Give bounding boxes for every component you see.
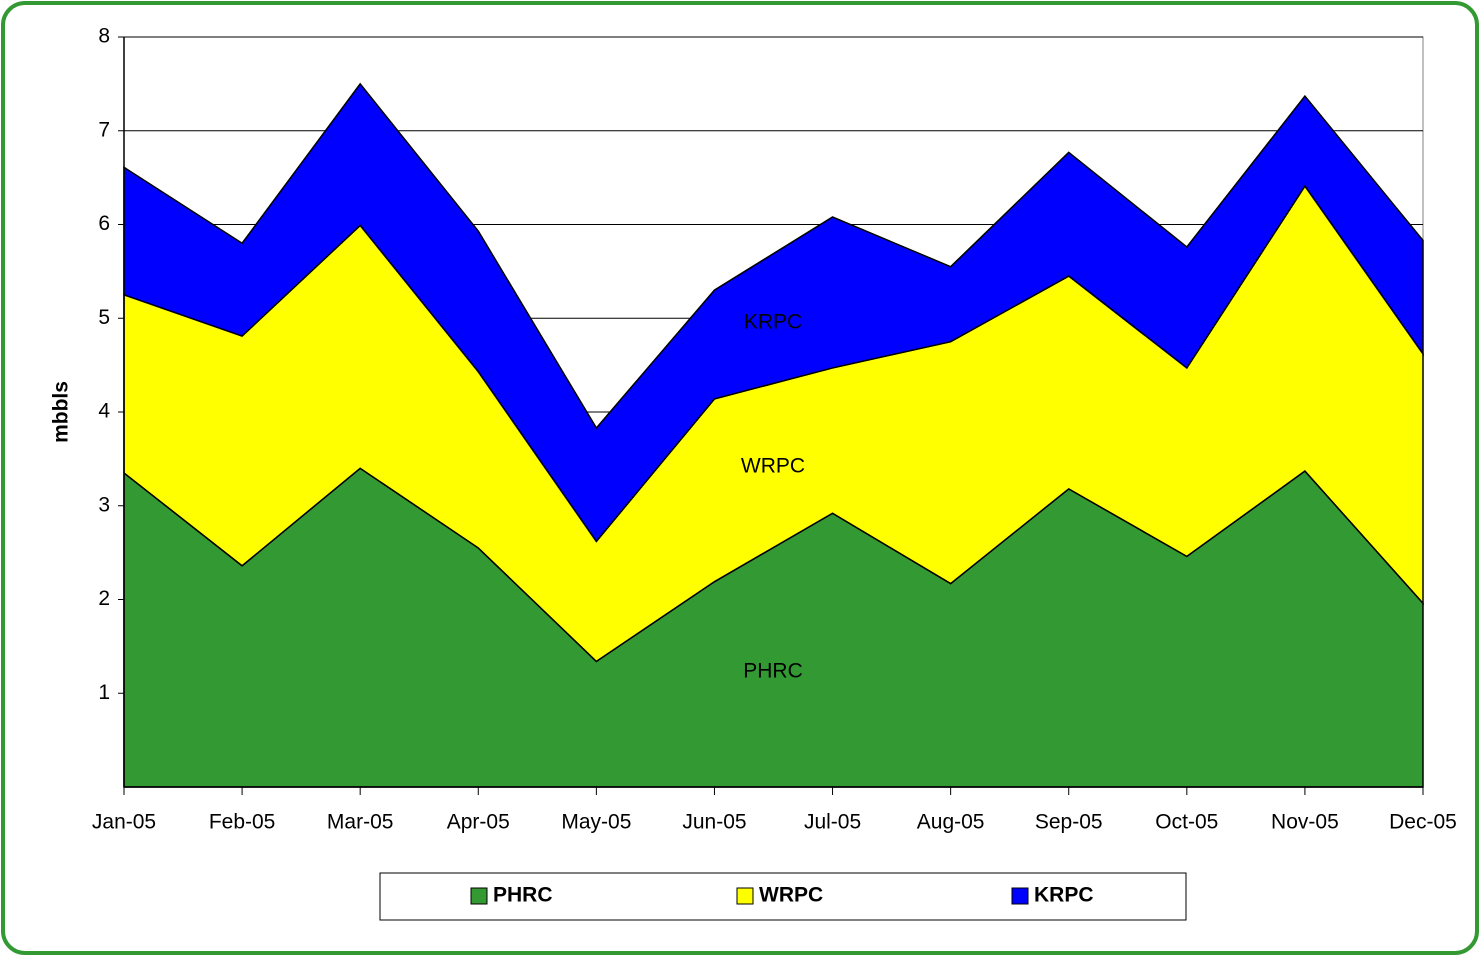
- x-tick-label: Oct-05: [1155, 811, 1218, 834]
- legend-swatch: [470, 887, 488, 905]
- x-tick-label: May-05: [561, 811, 631, 834]
- y-tick-label: 6: [98, 212, 110, 235]
- area: [123, 82, 1424, 543]
- x-tick-label: Nov-05: [1271, 811, 1339, 834]
- legend-label: PHRC: [493, 884, 553, 907]
- x-tick-label: Jun-05: [682, 811, 746, 834]
- area-label: KRPC: [744, 311, 802, 334]
- x-tick-label: Aug-05: [917, 811, 985, 834]
- x-tick-label: Sep-05: [1035, 811, 1103, 834]
- y-tick-label: 2: [98, 587, 110, 610]
- x-tick-label: Feb-05: [209, 811, 276, 834]
- legend-swatch: [736, 887, 754, 905]
- area-label: WRPC: [741, 455, 805, 478]
- y-tick-label: 3: [98, 493, 110, 516]
- y-tick-label: 1: [98, 681, 110, 704]
- y-tick-label: 7: [98, 118, 110, 141]
- legend-label: KRPC: [1034, 884, 1094, 907]
- area-label: PHRC: [743, 660, 803, 683]
- y-tick-label: 8: [98, 25, 110, 48]
- x-tick-label: Apr-05: [447, 811, 510, 834]
- legend-label: WRPC: [759, 884, 823, 907]
- y-tick-label: 4: [98, 400, 110, 423]
- x-tick-label: Jan-05: [92, 811, 156, 834]
- legend: [379, 872, 1187, 921]
- legend-swatch: [1011, 887, 1029, 905]
- y-axis-label: mbbls: [50, 381, 73, 443]
- x-tick-label: Mar-05: [327, 811, 394, 834]
- y-tick-label: 5: [98, 306, 110, 329]
- x-tick-label: Jul-05: [804, 811, 861, 834]
- x-tick-label: Dec-05: [1389, 811, 1457, 834]
